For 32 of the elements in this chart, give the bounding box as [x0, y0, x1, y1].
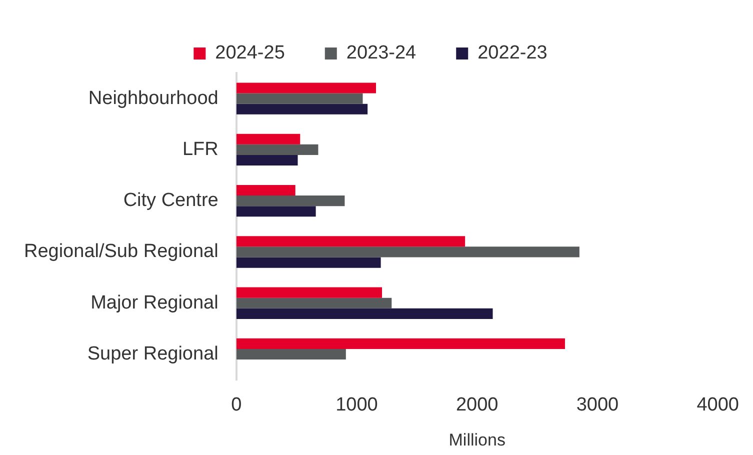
bar	[236, 93, 363, 104]
bar	[236, 257, 381, 268]
legend-label: 2022-23	[478, 42, 548, 64]
x-tick-label: 1000	[336, 394, 378, 416]
legend-label: 2023-24	[346, 42, 417, 64]
bar	[236, 348, 346, 360]
y-tick-label: Regional/Sub Regional	[24, 241, 218, 262]
bar	[236, 298, 392, 308]
bar	[236, 338, 565, 349]
x-tick-label: 3000	[576, 394, 619, 416]
bar	[236, 134, 300, 144]
legend-label: 2024-25	[215, 42, 285, 64]
x-tick-label: 0	[231, 394, 242, 416]
bar	[236, 236, 466, 247]
bar	[236, 308, 493, 319]
bar	[236, 144, 318, 155]
bar	[236, 206, 316, 217]
y-tick-label: Major Regional	[90, 292, 218, 314]
x-tick-label: 4000	[696, 394, 740, 416]
bar	[236, 154, 298, 166]
bar	[236, 246, 580, 258]
bar	[236, 82, 376, 94]
bar	[236, 184, 296, 196]
y-tick-label: City Centre	[123, 190, 218, 212]
bar	[236, 196, 345, 206]
y-tick-label: Super Regional	[87, 343, 218, 364]
y-tick-label: Neighbourhood	[88, 88, 218, 109]
bar	[236, 104, 368, 114]
x-axis-title: Millions	[448, 430, 506, 450]
y-tick-label: LFR	[182, 138, 218, 160]
x-tick-label: 2000	[456, 394, 498, 416]
bar	[236, 287, 382, 298]
